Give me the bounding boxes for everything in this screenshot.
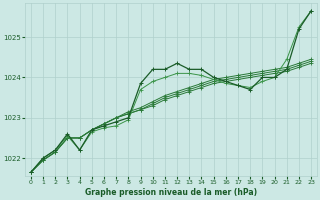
X-axis label: Graphe pression niveau de la mer (hPa): Graphe pression niveau de la mer (hPa)	[85, 188, 257, 197]
